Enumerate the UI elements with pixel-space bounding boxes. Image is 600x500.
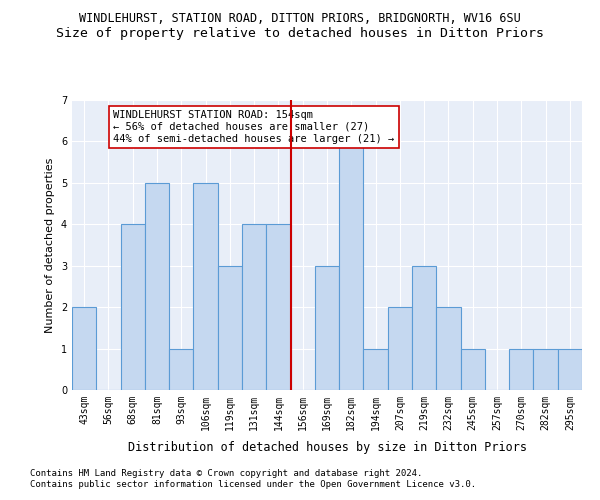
Bar [533, 348, 558, 390]
Text: Contains HM Land Registry data © Crown copyright and database right 2024.: Contains HM Land Registry data © Crown c… [30, 468, 422, 477]
Text: Size of property relative to detached houses in Ditton Priors: Size of property relative to detached ho… [56, 28, 544, 40]
Bar [218, 266, 242, 390]
Bar [315, 266, 339, 390]
Text: WINDLEHURST, STATION ROAD, DITTON PRIORS, BRIDGNORTH, WV16 6SU: WINDLEHURST, STATION ROAD, DITTON PRIORS… [79, 12, 521, 26]
Text: Contains public sector information licensed under the Open Government Licence v3: Contains public sector information licen… [30, 480, 476, 489]
Bar [412, 266, 436, 390]
Bar [339, 142, 364, 390]
Bar [266, 224, 290, 390]
Bar [121, 224, 145, 390]
Text: Distribution of detached houses by size in Ditton Priors: Distribution of detached houses by size … [128, 441, 527, 454]
Bar [436, 307, 461, 390]
Bar [461, 348, 485, 390]
Bar [72, 307, 96, 390]
Bar [169, 348, 193, 390]
Y-axis label: Number of detached properties: Number of detached properties [46, 158, 55, 332]
Text: WINDLEHURST STATION ROAD: 154sqm
← 56% of detached houses are smaller (27)
44% o: WINDLEHURST STATION ROAD: 154sqm ← 56% o… [113, 110, 395, 144]
Bar [364, 348, 388, 390]
Bar [388, 307, 412, 390]
Bar [193, 183, 218, 390]
Bar [509, 348, 533, 390]
Bar [242, 224, 266, 390]
Bar [558, 348, 582, 390]
Bar [145, 183, 169, 390]
